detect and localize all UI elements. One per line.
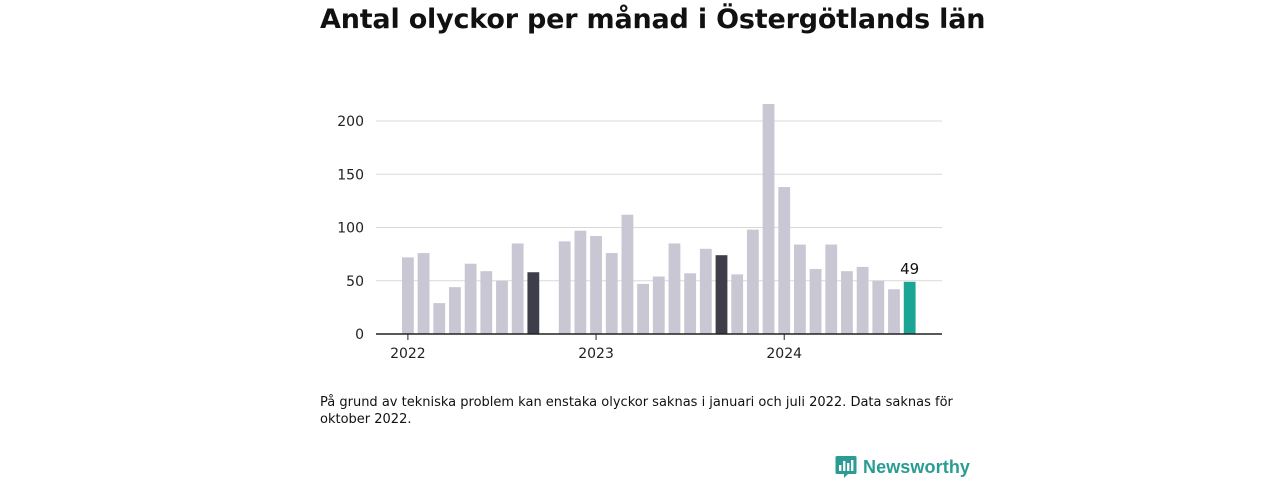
bar-2022-08	[511, 243, 524, 334]
newsworthy-logo-icon	[835, 456, 857, 478]
bars	[402, 104, 916, 334]
bar-2024-04	[825, 244, 838, 334]
bar-2022-12	[574, 230, 587, 334]
bar-2024-06	[856, 266, 869, 334]
bar-2022-04	[449, 287, 461, 334]
bar-2023-10	[731, 274, 744, 334]
bar-2023-11	[746, 229, 759, 334]
bar-2022-07	[496, 280, 508, 334]
labels: 0 50 100 150 200 2022 2023 2024 49	[337, 114, 942, 362]
bar-2024-03	[809, 269, 822, 334]
bar-2023-09	[715, 255, 728, 334]
bar-2022-02	[417, 253, 430, 334]
bar-2022-05	[464, 263, 477, 334]
grid-lines	[376, 120, 942, 282]
bar-2023-02	[605, 253, 618, 334]
footnote: På grund av tekniska problem kan enstaka…	[320, 395, 953, 427]
latest-value-label: 49	[900, 260, 919, 278]
bar-2024-01	[778, 187, 791, 334]
brand-name: Newsworthy	[863, 456, 971, 477]
bar-2024-07	[872, 280, 885, 334]
bar-2023-01	[590, 236, 602, 334]
y-tick-label: 150	[337, 167, 364, 183]
y-tick-label: 200	[337, 114, 364, 130]
bar-chart: 0 50 100 150 200 2022 2023 2024 49	[337, 104, 942, 362]
bar-2022-06	[480, 271, 493, 334]
newsworthy-brand[interactable]: Newsworthy	[835, 455, 970, 479]
x-tick-label: 2024	[766, 346, 802, 362]
bar-2023-07	[684, 273, 697, 334]
bar-2023-05	[652, 276, 665, 334]
x-tick-label: 2023	[578, 346, 614, 362]
bar-2024-05	[841, 271, 853, 334]
bar-2022-03	[433, 303, 446, 334]
bar-2024-02	[794, 244, 806, 334]
bar-2022-01	[402, 257, 414, 334]
y-tick-label: 100	[337, 221, 364, 237]
y-tick-label: 50	[346, 274, 364, 290]
chart-title: Antal olyckor per månad i Östergötlands …	[320, 4, 986, 35]
y-tick-label: 0	[355, 327, 364, 343]
bar-2022-09	[527, 272, 540, 334]
x-tick-label: 2022	[390, 346, 426, 362]
bar-2023-12	[762, 104, 775, 334]
bar-2023-06	[668, 243, 681, 334]
bar-2023-04	[637, 283, 649, 334]
bar-2023-03	[621, 214, 634, 334]
bar-2024-08	[888, 289, 900, 334]
bar-2022-11	[558, 241, 571, 334]
bar-2023-08	[699, 248, 712, 334]
bar-2024-09	[903, 281, 916, 334]
